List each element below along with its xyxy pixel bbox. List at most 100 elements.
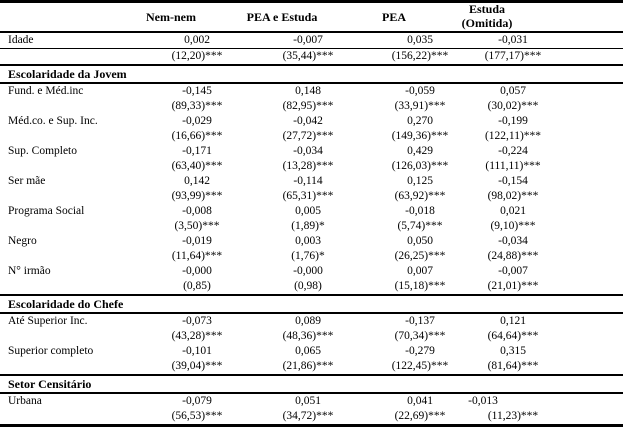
coefficient-value: 0,148: [254, 83, 362, 99]
variable-label: Urbana: [0, 393, 140, 409]
filler-cell: [548, 393, 623, 409]
filler-cell: [548, 129, 623, 144]
coefficient-value-text: 0,270: [407, 115, 433, 127]
tstat-value: (11,23)***: [478, 409, 548, 426]
coefficient-value-text: -0,137: [405, 315, 435, 327]
header-label-pea-e-estuda: PEA e Estuda: [246, 9, 318, 24]
tstat-value: (9,10)***: [478, 219, 548, 234]
coefficient-value-text: -0,154: [498, 175, 528, 187]
coefficient-value: -0,073: [140, 313, 254, 329]
filler-cell: [548, 249, 623, 264]
filler-cell: [548, 409, 623, 426]
tstat-value: (12,20)***: [140, 49, 254, 66]
coefficient-row: Programa Social -0,008 0,005 -0,018 0,021: [0, 204, 623, 219]
coefficient-value: 0,429: [362, 144, 478, 159]
variable-label-text: Fund. e Méd.inc: [8, 85, 84, 97]
filler-cell: [548, 32, 623, 49]
filler-cell: [548, 144, 623, 159]
tstat-value: (22,69)***: [362, 409, 478, 426]
tstat-value: (0,85): [140, 279, 254, 295]
filler-cell: [548, 159, 623, 174]
tstat-value: (93,99)***: [140, 189, 254, 204]
tstat-row: (39,04)*** (21,86)*** (122,45)*** (81,64)**…: [0, 359, 623, 375]
coefficient-value: -0,000: [140, 264, 254, 279]
tstat-value-text: (34,72)***: [282, 410, 334, 422]
variable-label: Fund. e Méd.inc: [0, 83, 140, 99]
filler-cell: [548, 329, 623, 344]
coefficient-value: -0,029: [140, 114, 254, 129]
coefficient-value-text: -0,042: [293, 115, 323, 127]
tstat-value-text: (126,03)***: [391, 160, 449, 172]
variable-label-text: Programa Social: [8, 205, 85, 217]
coefficient-value: -0,031: [478, 32, 548, 49]
variable-label-text: Ser mãe: [8, 175, 46, 187]
coefficient-value: -0,059: [362, 83, 478, 99]
coefficient-value: 0,050: [362, 234, 478, 249]
tstat-value: (63,40)***: [140, 159, 254, 174]
coefficient-value-text: 0,041: [407, 395, 433, 407]
empty-label-cell: [0, 409, 140, 426]
coefficient-value: -0,008: [140, 204, 254, 219]
tstat-value: (81,64)***: [478, 359, 548, 375]
coefficient-value: 0,005: [254, 204, 362, 219]
coefficient-value-text: 0,005: [295, 205, 321, 217]
tstat-value-text: (82,95)***: [282, 100, 334, 112]
coefficient-value-text: -0,171: [182, 145, 212, 157]
coefficient-value-text: -0,079: [182, 395, 212, 407]
coefficient-value-text: -0,013: [468, 395, 498, 407]
variable-label: Programa Social: [0, 204, 140, 219]
coefficient-value: 0,089: [254, 313, 362, 329]
tstat-value: (43,28)***: [140, 329, 254, 344]
coefficient-value: 0,057: [478, 83, 548, 99]
coefficient-row: Negro -0,019 0,003 0,050 -0,034: [0, 234, 623, 249]
section-label-text: Escolaridade da Jovem: [8, 67, 127, 81]
coefficient-value-text: -0,114: [293, 175, 323, 187]
coefficient-value: -0,042: [254, 114, 362, 129]
coefficient-value: -0,034: [478, 234, 548, 249]
coefficient-value-text: 0,125: [407, 175, 433, 187]
variable-label: Até Superior Inc.: [0, 313, 140, 329]
coefficient-value: -0,114: [254, 174, 362, 189]
tstat-value-text: (21,86)***: [282, 360, 334, 372]
coefficient-value-text: -0,224: [498, 145, 528, 157]
coefficient-value-text: -0,073: [182, 315, 212, 327]
coefficient-value-text: -0,101: [182, 345, 212, 357]
coefficient-value-text: -0,008: [182, 205, 212, 217]
header-col-pea: PEA: [362, 2, 478, 33]
tstat-value: (33,91)***: [362, 99, 478, 114]
variable-label-text: Superior completo: [8, 345, 94, 357]
tstat-value: (64,64)***: [478, 329, 548, 344]
variable-label: Negro: [0, 234, 140, 249]
coefficient-row: Superior completo -0,101 0,065 -0,279 0,315: [0, 344, 623, 359]
coefficient-value-text: -0,018: [405, 205, 435, 217]
tstat-value-text: (122,11)***: [484, 130, 542, 142]
tstat-value-text: (22,69)***: [394, 410, 446, 422]
tstat-value: (21,01)***: [478, 279, 548, 295]
empty-label-cell: [0, 159, 140, 174]
variable-label: N° irmão: [0, 264, 140, 279]
variable-label-text: Idade: [8, 34, 34, 46]
tstat-value-text: (1,89)*: [291, 220, 325, 232]
coefficient-row: Fund. e Méd.inc -0,145 0,148 -0,059 0,057: [0, 83, 623, 99]
tstat-value: (34,72)***: [254, 409, 362, 426]
coefficient-value-text: -0,059: [405, 85, 435, 97]
filler-cell: [548, 114, 623, 129]
coefficient-row: Ser mãe 0,142 -0,114 0,125 -0,154: [0, 174, 623, 189]
coefficient-value-text: -0,000: [182, 265, 212, 277]
tstat-row: (3,50)*** (1,89)* (5,74)*** (9,10)***: [0, 219, 623, 234]
header-label-estuda-omitida: Estuda (Omitida): [462, 3, 513, 30]
tstat-value: (98,02)***: [478, 189, 548, 204]
variable-label-text: Urbana: [8, 395, 42, 407]
empty-label-cell: [0, 99, 140, 114]
empty-label-cell: [0, 279, 140, 295]
tstat-value: (89,33)***: [140, 99, 254, 114]
coefficient-value-text: -0,029: [182, 115, 212, 127]
coefficient-value: 0,041: [362, 393, 478, 409]
coefficient-value: -0,171: [140, 144, 254, 159]
coefficient-value-text: -0,145: [182, 85, 212, 97]
filler-cell: [548, 83, 623, 99]
tstat-value: (177,17)***: [478, 49, 548, 66]
coefficient-value-text: 0,089: [295, 315, 321, 327]
section-label: Escolaridade da Jovem: [0, 65, 623, 83]
